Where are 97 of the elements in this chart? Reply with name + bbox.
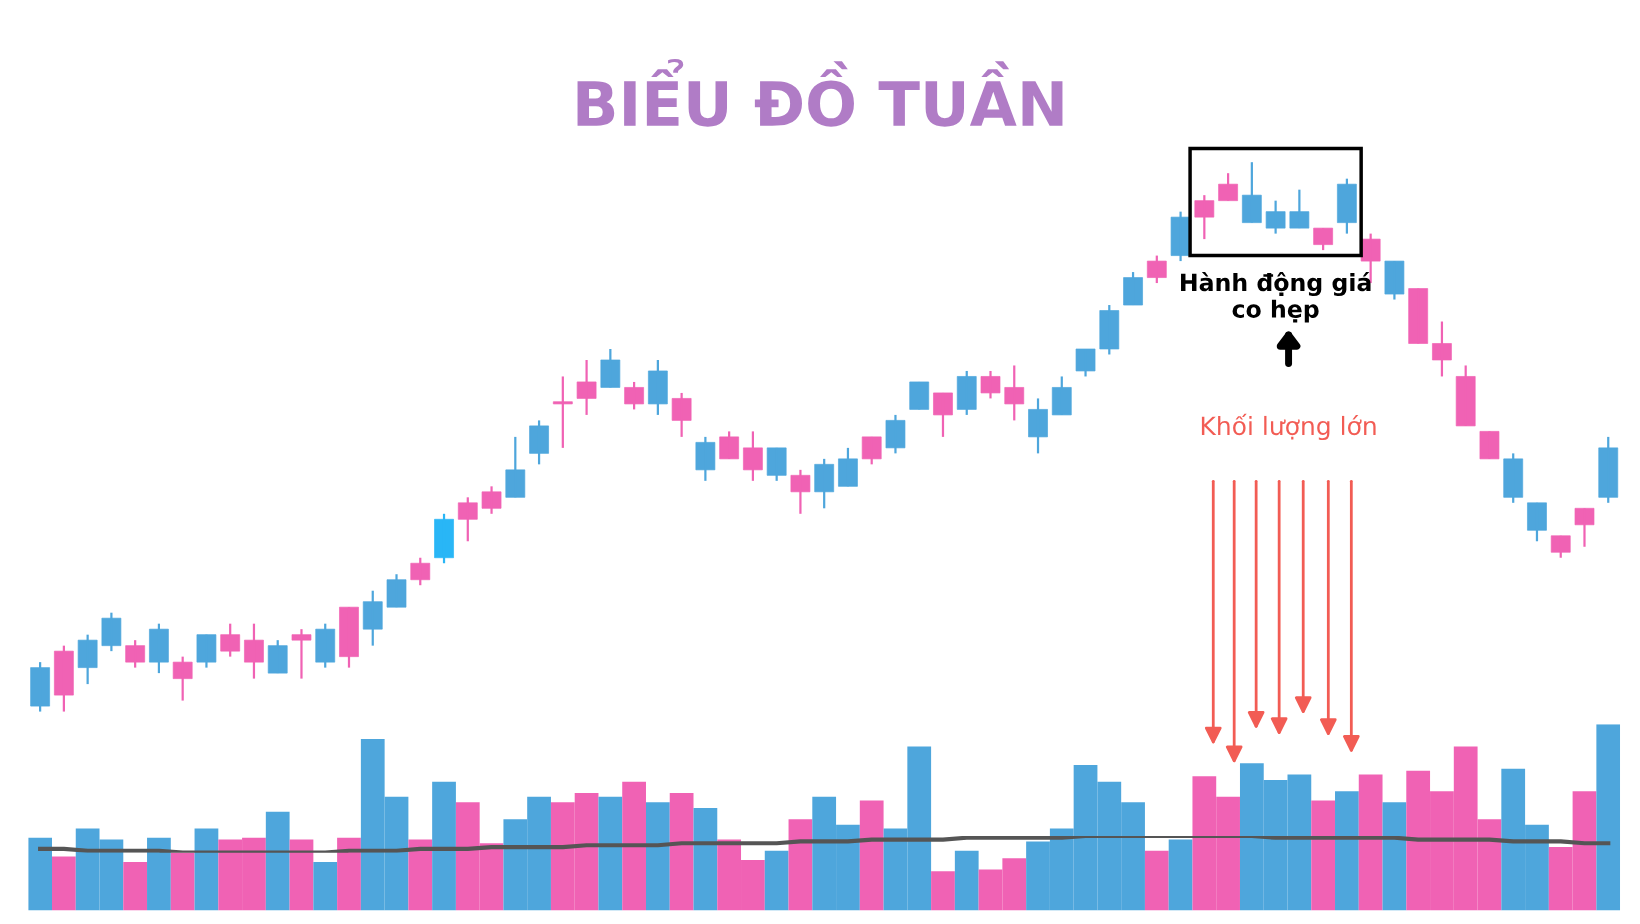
bar	[408, 839, 433, 911]
annotation: Hành động giá co hẹp	[1181, 272, 1371, 323]
candlestick	[529, 419, 549, 466]
candlestick	[695, 435, 716, 482]
bar	[1335, 791, 1359, 911]
candlestick	[980, 369, 1001, 400]
candlestick	[1598, 435, 1619, 504]
candlestick	[600, 347, 621, 389]
candlestick	[1123, 270, 1143, 307]
candlestick	[339, 606, 359, 669]
bar	[1168, 839, 1193, 911]
candlestick	[1408, 287, 1429, 345]
candlestick	[1337, 177, 1357, 235]
bar	[1144, 850, 1169, 911]
bar	[1358, 774, 1383, 911]
candlestick	[576, 358, 597, 417]
bar	[147, 837, 171, 911]
candlestick	[457, 496, 478, 543]
bar	[313, 861, 338, 911]
candlestick	[149, 622, 169, 675]
candlestick	[505, 435, 526, 499]
candlestick	[1384, 259, 1405, 301]
candlestick	[1051, 375, 1072, 417]
bar	[598, 796, 623, 911]
candlestick	[315, 622, 336, 669]
candlestick	[481, 485, 502, 515]
candlestick	[1289, 188, 1310, 230]
bar	[1311, 800, 1336, 911]
bar	[859, 800, 884, 911]
candlestick	[766, 446, 787, 482]
candlestick	[624, 380, 644, 411]
candlestick	[196, 633, 217, 669]
candlestick	[386, 573, 407, 609]
candlestick	[719, 430, 739, 460]
candlestick	[220, 622, 241, 658]
candlestick	[1313, 227, 1333, 252]
bar	[28, 837, 52, 911]
candlestick	[909, 380, 930, 411]
candlestick	[1503, 452, 1524, 504]
candlestick	[267, 639, 288, 675]
chart-title: BIỂU ĐỒ TUẦN	[577, 58, 1063, 127]
candlestick	[1242, 161, 1262, 224]
bar	[289, 839, 314, 911]
bar	[194, 828, 219, 911]
candlestick	[814, 457, 835, 510]
candlestick	[30, 661, 50, 713]
candlestick	[1194, 194, 1215, 241]
bar	[123, 861, 148, 911]
candlestick	[77, 633, 98, 686]
candlestick	[244, 622, 264, 680]
bar	[432, 781, 456, 911]
candlestick	[1574, 507, 1595, 548]
bar	[788, 819, 813, 911]
bar	[645, 802, 670, 911]
candlestick	[1218, 172, 1238, 202]
candlestick	[125, 639, 146, 669]
candlestick	[1028, 397, 1048, 455]
bar	[337, 837, 361, 911]
candlestick	[956, 369, 977, 417]
bar	[693, 807, 718, 911]
bar	[1382, 802, 1407, 911]
candlestick	[1432, 320, 1452, 378]
candlestick	[362, 589, 383, 647]
candlestick	[101, 611, 122, 653]
candlestick	[291, 628, 312, 680]
bar	[170, 852, 195, 911]
candlestick	[671, 391, 692, 438]
bar	[622, 781, 646, 911]
candlestick	[933, 391, 953, 438]
bar	[265, 811, 290, 911]
bar	[1596, 724, 1621, 911]
bar	[954, 850, 979, 911]
candlestick	[1527, 501, 1547, 543]
bar	[931, 871, 955, 911]
candlestick	[54, 644, 74, 713]
bar	[764, 850, 789, 911]
candlestick	[1265, 199, 1286, 235]
candlestick	[434, 512, 454, 565]
candlestick	[410, 556, 431, 587]
candlestick	[861, 435, 882, 466]
candlestick	[838, 446, 858, 488]
annotation: Khối lượng lớn	[1201, 413, 1376, 441]
candlestick	[743, 430, 763, 482]
candlestick	[648, 358, 668, 417]
candlestick	[1075, 347, 1096, 378]
candlestick	[790, 468, 811, 515]
candlestick	[1479, 430, 1500, 460]
candlestick	[1146, 254, 1167, 285]
bar	[669, 793, 694, 911]
candlestick	[172, 655, 193, 702]
candlestick	[552, 375, 573, 449]
bar	[52, 856, 76, 911]
candlestick	[1455, 364, 1476, 428]
candlestick	[1550, 534, 1571, 559]
candlestick	[1004, 364, 1025, 422]
candlestick	[885, 413, 906, 455]
candlestick	[1099, 303, 1120, 356]
